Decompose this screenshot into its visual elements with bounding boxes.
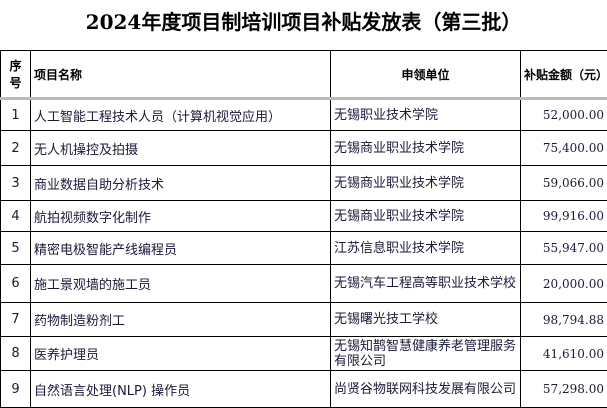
- row-index: 1: [1, 99, 31, 131]
- project-name: 药物制造粉剂工: [31, 303, 331, 337]
- subsidy-amount: 20,000.00: [521, 265, 607, 303]
- row-index: 9: [1, 371, 31, 408]
- applicant-unit: 无锡汽车工程高等职业技术学校: [331, 265, 521, 303]
- project-name: 精密电极智能产线编程员: [31, 232, 331, 265]
- row-index: 4: [1, 201, 31, 232]
- applicant-unit: 无锡商业职业技术学院: [331, 166, 521, 201]
- project-name: 无人机操控及拍摄: [31, 131, 331, 166]
- header-row: 序号 项目名称 申领单位 补贴金额（元）: [1, 51, 607, 99]
- header-amount: 补贴金额（元）: [521, 51, 607, 99]
- subsidy-amount: 57,298.00: [521, 371, 607, 408]
- subsidy-amount: 75,400.00: [521, 131, 607, 166]
- applicant-unit: 无锡曙光技工学校: [331, 303, 521, 337]
- subsidy-amount: 52,000.00: [521, 99, 607, 131]
- subsidy-amount: 99,916.00: [521, 201, 607, 232]
- subsidy-amount: 55,947.00: [521, 232, 607, 265]
- applicant-unit: 无锡知鹊智慧健康养老管理服务有限公司: [331, 337, 521, 371]
- project-name: 医养护理员: [31, 337, 331, 371]
- applicant-unit: 无锡商业职业技术学院: [331, 131, 521, 166]
- applicant-unit: 尚贤谷物联网科技发展有限公司: [331, 371, 521, 408]
- project-name: 航拍视频数字化制作: [31, 201, 331, 232]
- applicant-unit: 无锡商业职业技术学院: [331, 201, 521, 232]
- applicant-unit: 江苏信息职业技术学院: [331, 232, 521, 265]
- header-index: 序号: [1, 51, 31, 99]
- project-name: 商业数据自助分析技术: [31, 166, 331, 201]
- row-index: 2: [1, 131, 31, 166]
- row-index: 8: [1, 337, 31, 371]
- row-index: 5: [1, 232, 31, 265]
- project-name: 施工景观墙的施工员: [31, 265, 331, 303]
- row-index: 6: [1, 265, 31, 303]
- row-index: 7: [1, 303, 31, 337]
- header-unit: 申领单位: [331, 51, 521, 99]
- header-project: 项目名称: [31, 51, 331, 99]
- page-title: 2024年度项目制培训项目补贴发放表（第三批）: [0, 6, 607, 35]
- subsidy-amount: 59,066.00: [521, 166, 607, 201]
- project-name: 人工智能工程技术人员（计算机视觉应用）: [31, 99, 331, 131]
- subsidy-amount: 98,794.88: [521, 303, 607, 337]
- subsidy-amount: 41,610.00: [521, 337, 607, 371]
- applicant-unit: 无锡职业技术学院: [331, 99, 521, 131]
- project-name: 自然语言处理(NLP) 操作员: [31, 371, 331, 408]
- row-index: 3: [1, 166, 31, 201]
